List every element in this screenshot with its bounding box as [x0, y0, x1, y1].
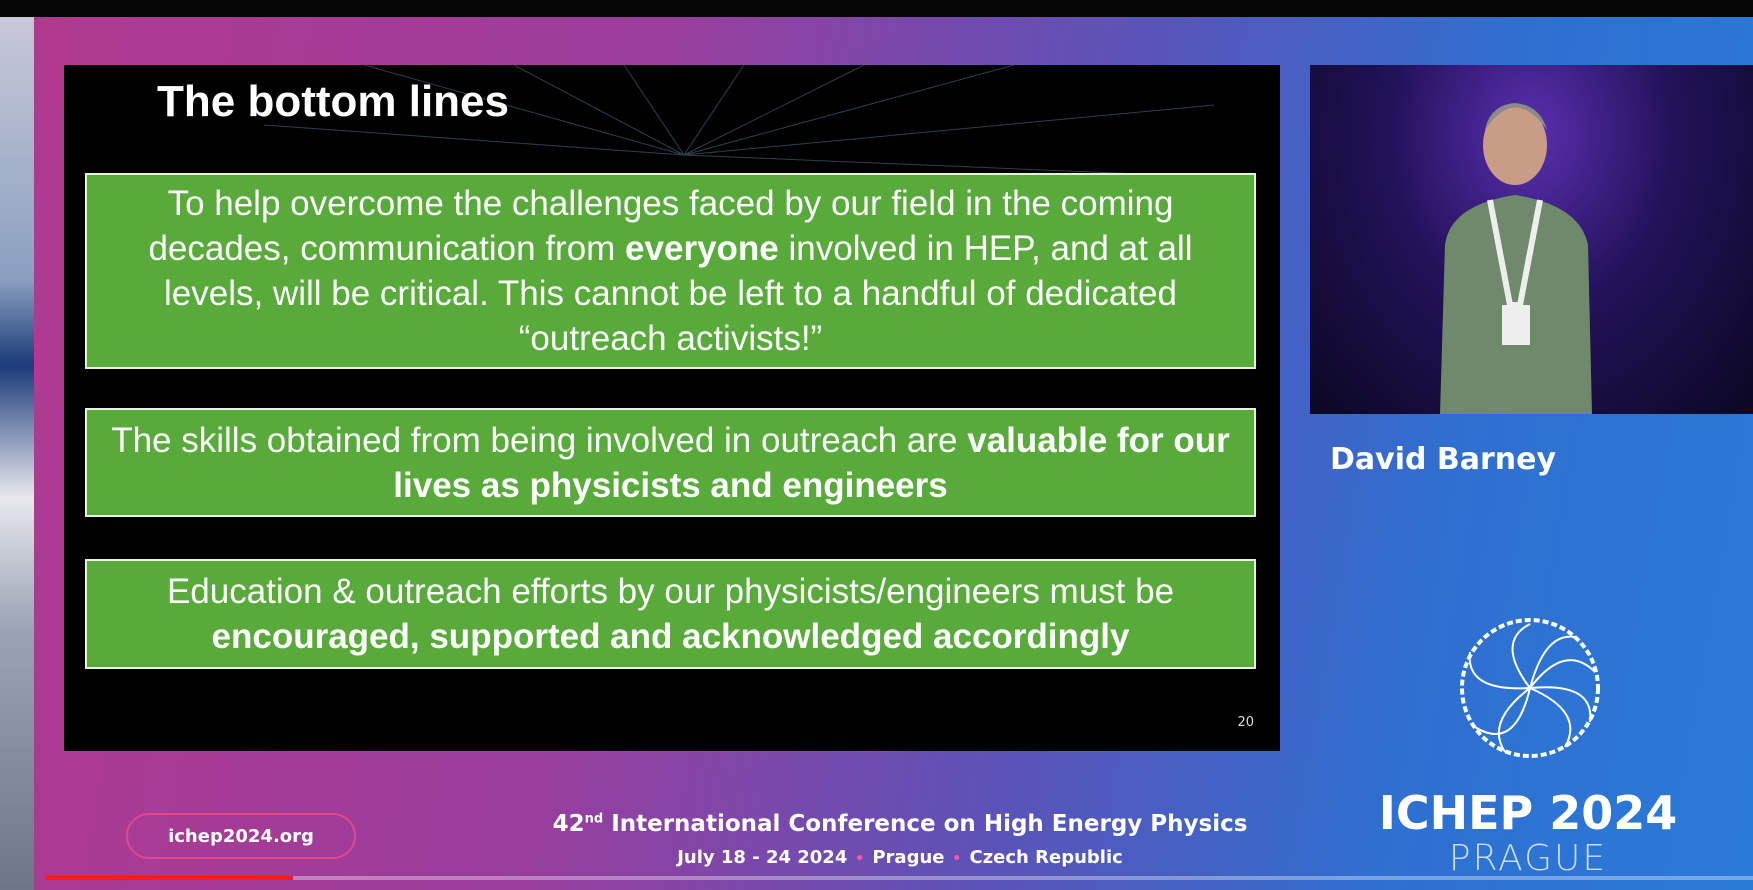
logo-mark — [1455, 612, 1605, 762]
speaker-figure — [1310, 65, 1753, 414]
bold-text: encouraged, supported and acknowledged a… — [212, 617, 1130, 656]
separator — [857, 855, 862, 860]
screen: The bottom lines To help overcome the ch… — [0, 0, 1753, 890]
speaker-name: David Barney — [1330, 442, 1530, 477]
separator — [954, 855, 959, 860]
text-box: The skills obtained from being involved … — [85, 408, 1256, 517]
speaker-video — [1310, 65, 1753, 414]
detail: July 18 - 24 2024 — [677, 847, 847, 868]
top-bar — [0, 0, 1753, 17]
detail: Czech Republic — [969, 847, 1122, 868]
ordinal: 42 — [553, 811, 585, 837]
text-box: To help overcome the challenges faced by… — [85, 173, 1256, 369]
slide-title: The bottom lines — [157, 77, 509, 127]
text: Education & outreach efforts by our phys… — [167, 572, 1174, 611]
bold-text: everyone — [625, 229, 779, 268]
logo-title: ICHEP 2024 — [1379, 786, 1678, 840]
logo-city: PRAGUE — [1449, 838, 1607, 879]
text-box: Education & outreach efforts by our phys… — [85, 559, 1256, 669]
ordinal-suffix: nd — [585, 811, 604, 826]
box-text: The skills obtained from being involved … — [101, 418, 1240, 508]
progress-fill — [45, 876, 293, 880]
left-edge — [0, 17, 34, 890]
conference-title: 42nd International Conference on High En… — [553, 811, 1248, 837]
conference-name: International Conference on High Energy … — [611, 811, 1247, 837]
text: The skills obtained from being involved … — [111, 421, 967, 460]
conference-details: July 18 - 24 2024 Prague Czech Republic — [677, 847, 1123, 868]
progress-bar[interactable] — [45, 876, 1753, 880]
slide-number: 20 — [1237, 715, 1254, 730]
detail: Prague — [872, 847, 944, 868]
slide: The bottom lines To help overcome the ch… — [64, 65, 1280, 751]
box-text: To help overcome the challenges faced by… — [101, 181, 1240, 361]
box-text: Education & outreach efforts by our phys… — [101, 569, 1240, 659]
website-link[interactable]: ichep2024.org — [126, 813, 356, 859]
